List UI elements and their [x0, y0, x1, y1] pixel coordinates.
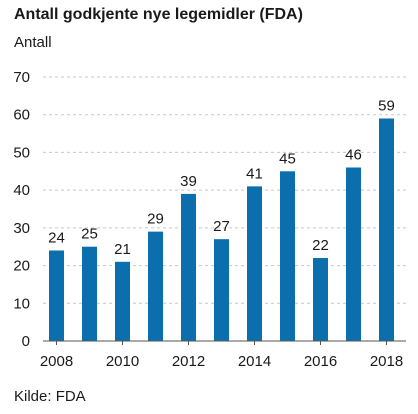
- y-tick-label: 0: [22, 333, 30, 350]
- x-tick-label: 2018: [370, 353, 403, 370]
- x-tick-label: 2014: [238, 353, 271, 370]
- bar: [346, 167, 361, 341]
- bar-value-label: 39: [180, 173, 197, 190]
- x-tick-label: 2012: [172, 353, 205, 370]
- y-axis-label: Antall: [14, 34, 52, 51]
- bar: [115, 261, 130, 341]
- y-tick-label: 50: [13, 144, 30, 161]
- bar: [379, 118, 394, 341]
- y-tick-label: 40: [13, 182, 30, 199]
- y-tick-label: 70: [13, 69, 30, 86]
- bar: [280, 171, 295, 341]
- x-tick-label: 2008: [40, 353, 73, 370]
- bar: [214, 239, 229, 341]
- y-tick-label: 30: [13, 220, 30, 237]
- bar-value-label: 59: [378, 97, 395, 114]
- bar: [181, 193, 196, 341]
- bar-value-label: 22: [312, 237, 329, 254]
- bar-value-label: 41: [246, 165, 263, 182]
- bar-value-label: 24: [48, 229, 65, 246]
- x-tick-label: 2016: [304, 353, 337, 370]
- bar: [82, 246, 97, 341]
- source-note: Kilde: FDA: [14, 388, 86, 405]
- bar-value-label: 46: [345, 147, 362, 164]
- bar: [313, 258, 328, 341]
- x-tick-label: 2010: [106, 353, 139, 370]
- chart-title: Antall godkjente nye legemidler (FDA): [14, 6, 303, 23]
- bar-value-label: 29: [147, 211, 164, 228]
- y-tick-label: 10: [13, 295, 30, 312]
- bar-value-label: 21: [114, 241, 131, 258]
- bar: [148, 231, 163, 341]
- bar-value-label: 27: [213, 218, 230, 235]
- y-tick-label: 20: [13, 258, 30, 275]
- bar: [247, 186, 262, 341]
- bar-value-label: 25: [81, 226, 98, 243]
- y-tick-label: 60: [13, 107, 30, 124]
- bar-value-label: 45: [279, 150, 296, 167]
- bar: [49, 250, 64, 341]
